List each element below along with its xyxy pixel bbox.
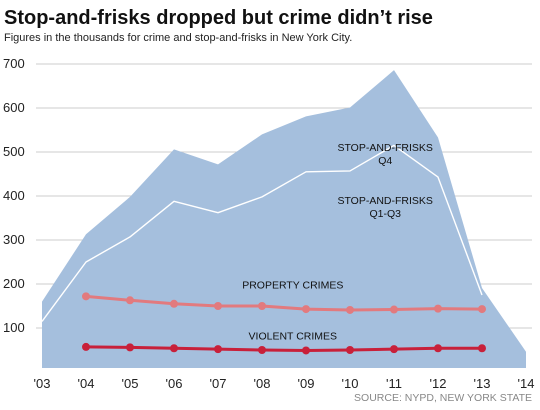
point-property-crimes [346, 305, 354, 314]
x-tick-label: '09 [298, 376, 315, 391]
label-violent-crimes: VIOLENT CRIMES [249, 330, 338, 342]
area-stop-and-frisks-q4 [42, 70, 526, 368]
y-tick-label: 600 [3, 100, 25, 115]
y-tick-label: 300 [3, 232, 25, 247]
point-property-crimes [258, 302, 266, 310]
label-stop-and-frisks-q1-q3: STOP-AND-FRISKS Q1-Q3 [337, 195, 432, 220]
y-tick-label: 500 [3, 144, 25, 159]
point-property-crimes [302, 305, 310, 314]
x-tick-label: '08 [254, 376, 271, 391]
point-violent-crimes [434, 344, 442, 353]
label-stop-and-frisks-q4: STOP-AND-FRISKS Q4 [337, 142, 432, 167]
y-tick-label: 200 [3, 276, 25, 291]
chart-title: Stop-and-frisks dropped but crime didn’t… [4, 7, 433, 29]
line-layer [41, 144, 483, 352]
chart-subtitle: Figures in the thousands for crime and s… [4, 32, 352, 44]
point-violent-crimes [390, 345, 398, 354]
x-tick-label: '11 [386, 376, 402, 391]
point-violent-crimes [82, 342, 90, 351]
point-property-crimes [82, 292, 90, 301]
y-tick-label: 100 [3, 320, 25, 335]
line-stop-and-frisks-q1-q3 [41, 144, 483, 322]
point-violent-crimes [126, 343, 134, 352]
x-tick-label: '13 [474, 376, 491, 391]
x-tick-label: '10 [342, 376, 359, 391]
line-violent-crimes [85, 345, 482, 352]
y-tick-label: 700 [3, 56, 25, 71]
point-property-crimes [434, 304, 442, 313]
x-tick-label: '03 [34, 376, 51, 391]
x-axis-ticks: '03 '04 '05 '06 '07 '08 '09 '10 '11 '12 '13 '14 [34, 376, 535, 391]
y-tick-label: 400 [3, 188, 25, 203]
point-property-crimes [478, 305, 486, 314]
line-property-crimes [85, 294, 483, 312]
point-property-crimes [170, 299, 178, 308]
point-violent-crimes [302, 346, 310, 355]
point-property-crimes [214, 302, 222, 310]
point-violent-crimes [170, 344, 178, 353]
x-tick-label: '07 [210, 376, 227, 391]
point-violent-crimes [214, 345, 222, 354]
y-axis-ticks: 100 200 300 400 500 600 700 [3, 56, 25, 335]
x-tick-label: '06 [166, 376, 183, 391]
point-violent-crimes [478, 344, 486, 353]
series-labels: STOP-AND-FRISKS Q4 STOP-AND-FRISKS Q1-Q3 PRO… [242, 142, 433, 342]
point-violent-crimes [346, 346, 354, 354]
point-violent-crimes [258, 346, 266, 354]
label-property-crimes: PROPERTY CRIMES [242, 279, 343, 291]
x-tick-label: '12 [430, 376, 447, 391]
point-property-crimes [390, 305, 398, 314]
x-tick-label: '04 [78, 376, 95, 391]
x-tick-label: '14 [518, 376, 535, 391]
marker-layer [82, 292, 486, 355]
x-tick-label: '05 [122, 376, 139, 391]
source-note: SOURCE: NYPD, NEW YORK STATE [354, 392, 532, 404]
point-property-crimes [126, 296, 134, 305]
area-layer [42, 70, 526, 368]
